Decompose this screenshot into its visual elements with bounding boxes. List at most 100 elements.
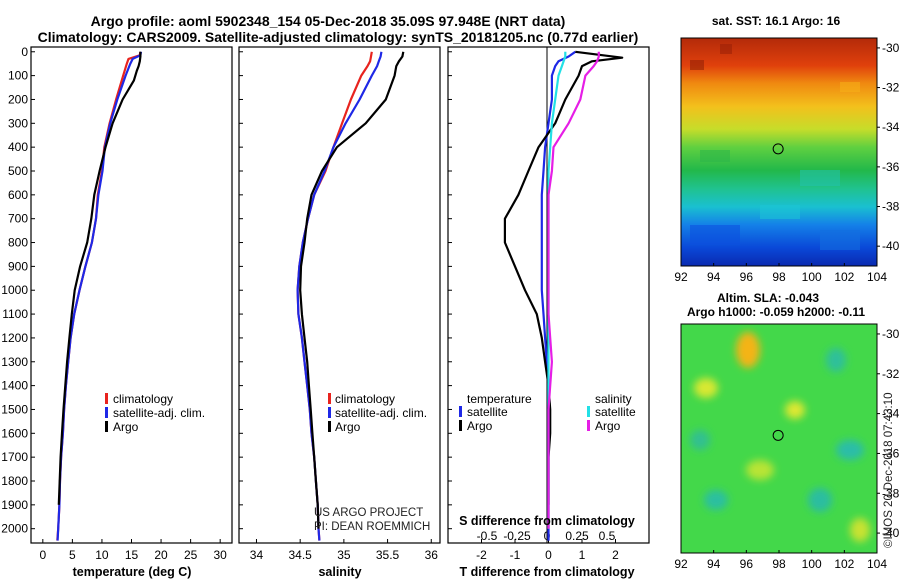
x-tick-label: 20 [154, 548, 168, 562]
depth-tick-label: 400 [8, 140, 28, 154]
legend-swatch-s-argo [587, 420, 590, 431]
x-tick-label: 25 [184, 548, 198, 562]
sla-map-ticks: 92 94 96 98 100 102 104 -30 -32 -34 -36 -38 -40 [674, 327, 899, 571]
x-tick-label: 5 [69, 548, 76, 562]
sla-blobs [690, 332, 870, 542]
legend-swatch-satellite [105, 407, 108, 418]
imos-watermark: ©IMOS 20-Dec-2018 07:43:10 [883, 392, 895, 548]
sst-patch [690, 225, 740, 245]
sst-map-ticks: 92 94 96 98 100 102 104 -30 -32 -34 -36 -38 -40 [674, 41, 899, 284]
legend-swatch-t-argo [459, 420, 462, 431]
x-tick-label: -2 [476, 548, 487, 562]
map-y-tick-label: -40 [882, 239, 900, 253]
satellite-adj-clim--line [296, 51, 383, 541]
legend-label-climatology: climatology [335, 392, 395, 406]
x-tick-label: 10 [95, 548, 109, 562]
legend-label-t-argo: Argo [467, 419, 493, 433]
depth-tick-label: 1600 [1, 426, 28, 440]
depth-tick-label: 500 [8, 164, 28, 178]
sla-map-title: Altim. SLA: -0.043 [717, 291, 819, 305]
map-y-tick-label: -30 [882, 327, 900, 341]
difference-top-x-ticks: -0.5-0.2500.250.5 [477, 529, 616, 543]
map-y-tick-label: -38 [882, 200, 900, 214]
x-tick-label: 35.5 [376, 548, 400, 562]
satellite-adj-clim--line [56, 51, 143, 541]
depth-tick-label: 1100 [2, 307, 28, 321]
map-x-tick-label: 94 [707, 270, 721, 284]
legend-label-argo: Argo [113, 420, 139, 434]
map-x-tick-label: 94 [707, 557, 721, 571]
depth-tick-label: 1800 [1, 474, 28, 488]
legend-swatch-climatology [328, 393, 331, 404]
temperature-argo-line [503, 50, 624, 505]
t-difference-axis-label: T difference from climatology [459, 565, 634, 579]
difference-series [503, 50, 624, 541]
argo-line [57, 51, 142, 505]
salinity-panel-frame [238, 46, 441, 544]
x-tick-label: 36 [425, 548, 439, 562]
sla-blob [836, 440, 864, 460]
top-x-tick-label: 0.5 [599, 529, 616, 543]
difference-x-ticks: -2 -1 0 1 2 [476, 539, 619, 562]
sst-argo-marker [772, 143, 784, 155]
top-x-tick-label: -0.5 [477, 529, 498, 543]
depth-axis: 0 100 200 300 400 500 600 700 800 900 1000 1100 1200… [1, 45, 452, 536]
sla-blob [746, 460, 774, 480]
map-x-tick-label: 98 [772, 557, 786, 571]
sst-patch [700, 150, 730, 162]
sla-blob [704, 490, 728, 510]
salinity-satellite-line [547, 51, 567, 529]
depth-tick-label: 100 [8, 69, 28, 83]
x-tick-label: 1 [579, 548, 586, 562]
depth-tick-label: 1900 [1, 498, 28, 512]
sla-field [681, 324, 877, 553]
salinity-series [296, 51, 405, 541]
depth-tick-label: 800 [8, 236, 28, 250]
legend-label-s-satellite: satellite [595, 405, 636, 419]
depth-tick-label: 900 [8, 259, 28, 273]
map-x-tick-label: 104 [867, 270, 887, 284]
depth-tick-label: 1000 [1, 283, 28, 297]
x-tick-label: 15 [125, 548, 139, 562]
map-y-tick-label: -36 [882, 446, 900, 460]
sst-patch [720, 44, 732, 54]
argo-line [299, 51, 405, 529]
depth-tick-label: 0 [21, 45, 28, 59]
legend-heading-salinity: salinity [595, 392, 632, 406]
climatology-line [296, 51, 373, 541]
map-x-tick-label: 92 [674, 270, 688, 284]
salinity-legend: climatology satellite-adj. clim. Argo [328, 392, 427, 434]
map-y-tick-label: -32 [882, 81, 900, 95]
legend-label-satellite: satellite-adj. clim. [113, 406, 205, 420]
map-y-tick-label: -30 [882, 41, 900, 55]
sla-blob [694, 378, 718, 398]
legend-label-s-argo: Argo [595, 419, 621, 433]
x-tick-label: 2 [612, 548, 619, 562]
x-tick-label: 34.5 [288, 548, 312, 562]
legend-swatch-t-satellite [459, 406, 462, 417]
sst-patch [820, 230, 860, 250]
map-x-tick-label: 102 [834, 270, 854, 284]
x-tick-label: 0 [545, 548, 552, 562]
depth-tick-label: 300 [8, 116, 28, 130]
sla-blob [736, 332, 760, 368]
sst-texture [690, 44, 860, 250]
sla-heatmap [681, 324, 877, 553]
map-y-tick-label: -34 [882, 120, 900, 134]
sla-blob [785, 401, 805, 419]
legend-heading-temperature: temperature [467, 392, 532, 406]
sst-heatmap [681, 38, 877, 266]
legend-label-argo: Argo [335, 420, 361, 434]
sst-patch [690, 60, 704, 70]
legend-label-t-satellite: satellite [467, 405, 508, 419]
depth-tick-label: 2000 [1, 522, 28, 536]
x-tick-label: 0 [39, 548, 46, 562]
map-y-tick-label: -40 [882, 526, 900, 540]
map-y-tick-label: -34 [882, 407, 900, 421]
sst-patch [760, 205, 800, 219]
top-x-tick-label: 0.25 [565, 529, 589, 543]
sla-blob [850, 518, 870, 542]
depth-tick-label: 200 [8, 92, 28, 106]
sst-patch [840, 82, 860, 92]
legend-swatch-satellite [328, 407, 331, 418]
